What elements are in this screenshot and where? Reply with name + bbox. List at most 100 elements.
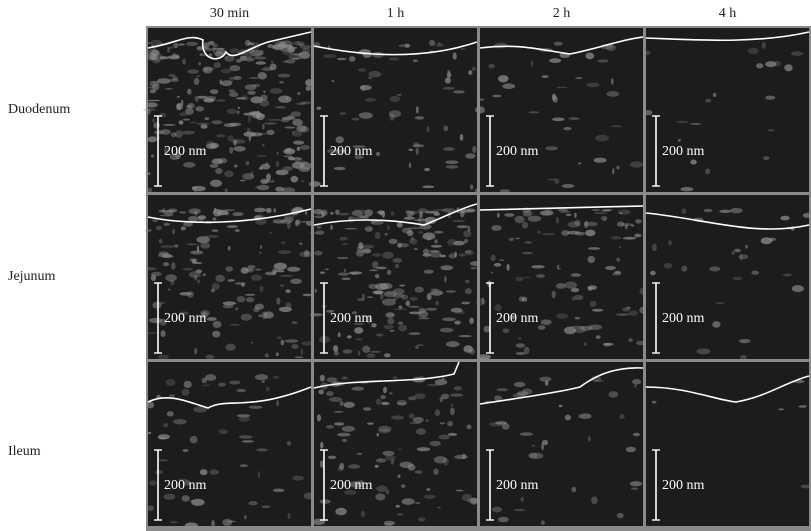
tissue-speckle bbox=[536, 274, 545, 278]
tissue-speckle bbox=[147, 402, 154, 409]
tissue-speckle bbox=[233, 76, 242, 80]
tissue-speckle bbox=[274, 208, 276, 213]
tissue-speckle bbox=[159, 210, 165, 213]
tissue-speckle bbox=[396, 505, 400, 508]
tissue-speckle bbox=[716, 302, 725, 304]
tissue-speckle bbox=[472, 146, 476, 153]
tissue-speckle bbox=[297, 147, 300, 152]
tissue-speckle bbox=[292, 321, 298, 324]
tissue-speckle bbox=[192, 186, 196, 189]
tissue-speckle bbox=[169, 394, 175, 396]
tissue-speckle bbox=[229, 324, 240, 326]
tissue-speckle bbox=[196, 75, 200, 77]
tissue-speckle bbox=[155, 470, 163, 475]
tissue-speckle bbox=[255, 61, 266, 65]
tissue-speckle bbox=[595, 135, 609, 142]
scale-bar-label: 200 nm bbox=[330, 144, 373, 159]
tissue-speckle bbox=[528, 216, 541, 222]
tissue-speckle bbox=[381, 402, 390, 405]
tissue-speckle bbox=[235, 282, 246, 284]
tissue-speckle bbox=[227, 109, 237, 115]
tissue-speckle bbox=[616, 258, 620, 262]
tissue-speckle bbox=[368, 77, 372, 80]
tissue-speckle bbox=[191, 499, 204, 506]
tissue-speckle bbox=[298, 52, 310, 59]
tissue-speckle bbox=[455, 311, 465, 314]
tissue-speckle bbox=[278, 74, 291, 78]
tissue-speckle bbox=[236, 97, 246, 99]
tissue-speckle bbox=[255, 269, 262, 271]
tissue-speckle bbox=[681, 266, 687, 272]
tissue-speckle bbox=[180, 292, 192, 296]
tissue-speckle bbox=[212, 229, 219, 231]
tissue-speckle bbox=[161, 129, 171, 135]
tissue-speckle bbox=[198, 62, 201, 66]
tissue-speckle bbox=[287, 441, 291, 446]
tissue-speckle bbox=[521, 497, 524, 502]
tissue-speckle bbox=[224, 209, 235, 211]
tissue-speckle bbox=[210, 164, 219, 168]
tissue-speckle bbox=[532, 445, 535, 447]
tissue-speckle bbox=[586, 83, 599, 88]
tissue-speckle bbox=[540, 210, 553, 215]
tissue-speckle bbox=[379, 210, 383, 215]
tissue-speckle bbox=[475, 106, 485, 113]
tissue-speckle bbox=[294, 356, 303, 358]
tissue-speckle bbox=[257, 54, 259, 56]
tissue-speckle bbox=[304, 250, 309, 257]
tissue-speckle bbox=[287, 148, 291, 153]
tissue-speckle bbox=[249, 135, 251, 142]
tissue-speckle bbox=[592, 209, 601, 211]
tissue-speckle bbox=[538, 325, 546, 329]
tissue-speckle bbox=[542, 233, 555, 235]
tissue-speckle bbox=[668, 240, 672, 245]
tissue-speckle bbox=[229, 381, 240, 385]
tissue-speckle bbox=[288, 53, 299, 60]
tissue-speckle bbox=[563, 127, 571, 130]
tissue-speckle bbox=[451, 404, 453, 406]
tissue-speckle bbox=[385, 233, 388, 235]
tissue-speckle bbox=[268, 119, 281, 121]
tissue-speckle bbox=[234, 165, 238, 168]
tissue-speckle bbox=[262, 381, 265, 383]
tissue-speckle bbox=[591, 497, 598, 505]
tissue-speckle bbox=[515, 238, 519, 240]
tissue-speckle bbox=[301, 348, 303, 355]
tissue-speckle bbox=[447, 239, 457, 246]
micrograph-panel: 200 nm bbox=[147, 362, 315, 529]
tissue-speckle bbox=[198, 217, 204, 221]
tissue-speckle bbox=[273, 489, 285, 493]
tissue-speckle bbox=[578, 163, 581, 165]
tissue-speckle bbox=[664, 263, 673, 269]
tissue-speckle bbox=[227, 279, 235, 282]
tissue-speckle bbox=[368, 71, 381, 77]
tissue-speckle bbox=[584, 343, 587, 347]
tissue-speckle bbox=[315, 289, 317, 293]
tissue-speckle bbox=[516, 343, 525, 348]
tissue-speckle bbox=[281, 241, 285, 244]
tissue-speckle bbox=[414, 219, 428, 221]
tissue-speckle bbox=[351, 211, 363, 216]
tissue-speckle bbox=[284, 217, 294, 223]
tissue-speckle bbox=[215, 275, 225, 282]
tissue-speckle bbox=[801, 485, 811, 489]
tissue-speckle bbox=[188, 103, 195, 109]
tissue-speckle bbox=[470, 184, 473, 189]
micrograph-panel: 200 nm bbox=[145, 195, 315, 360]
tissue-speckle bbox=[301, 341, 314, 345]
tissue-speckle bbox=[415, 346, 419, 349]
tissue-speckle bbox=[358, 68, 366, 71]
tissue-speckle bbox=[380, 283, 393, 289]
tissue-speckle bbox=[792, 285, 804, 292]
tissue-speckle bbox=[194, 348, 197, 354]
tissue-speckle bbox=[183, 119, 190, 121]
tissue-speckle bbox=[384, 521, 395, 526]
tissue-speckle bbox=[515, 277, 524, 282]
tissue-speckle bbox=[296, 102, 305, 105]
tissue-speckle bbox=[363, 249, 372, 254]
tissue-speckle bbox=[358, 350, 360, 356]
tissue-speckle bbox=[214, 208, 217, 213]
tissue-speckle bbox=[164, 223, 170, 226]
tissue-speckle bbox=[465, 153, 475, 159]
tissue-speckle bbox=[382, 252, 393, 259]
